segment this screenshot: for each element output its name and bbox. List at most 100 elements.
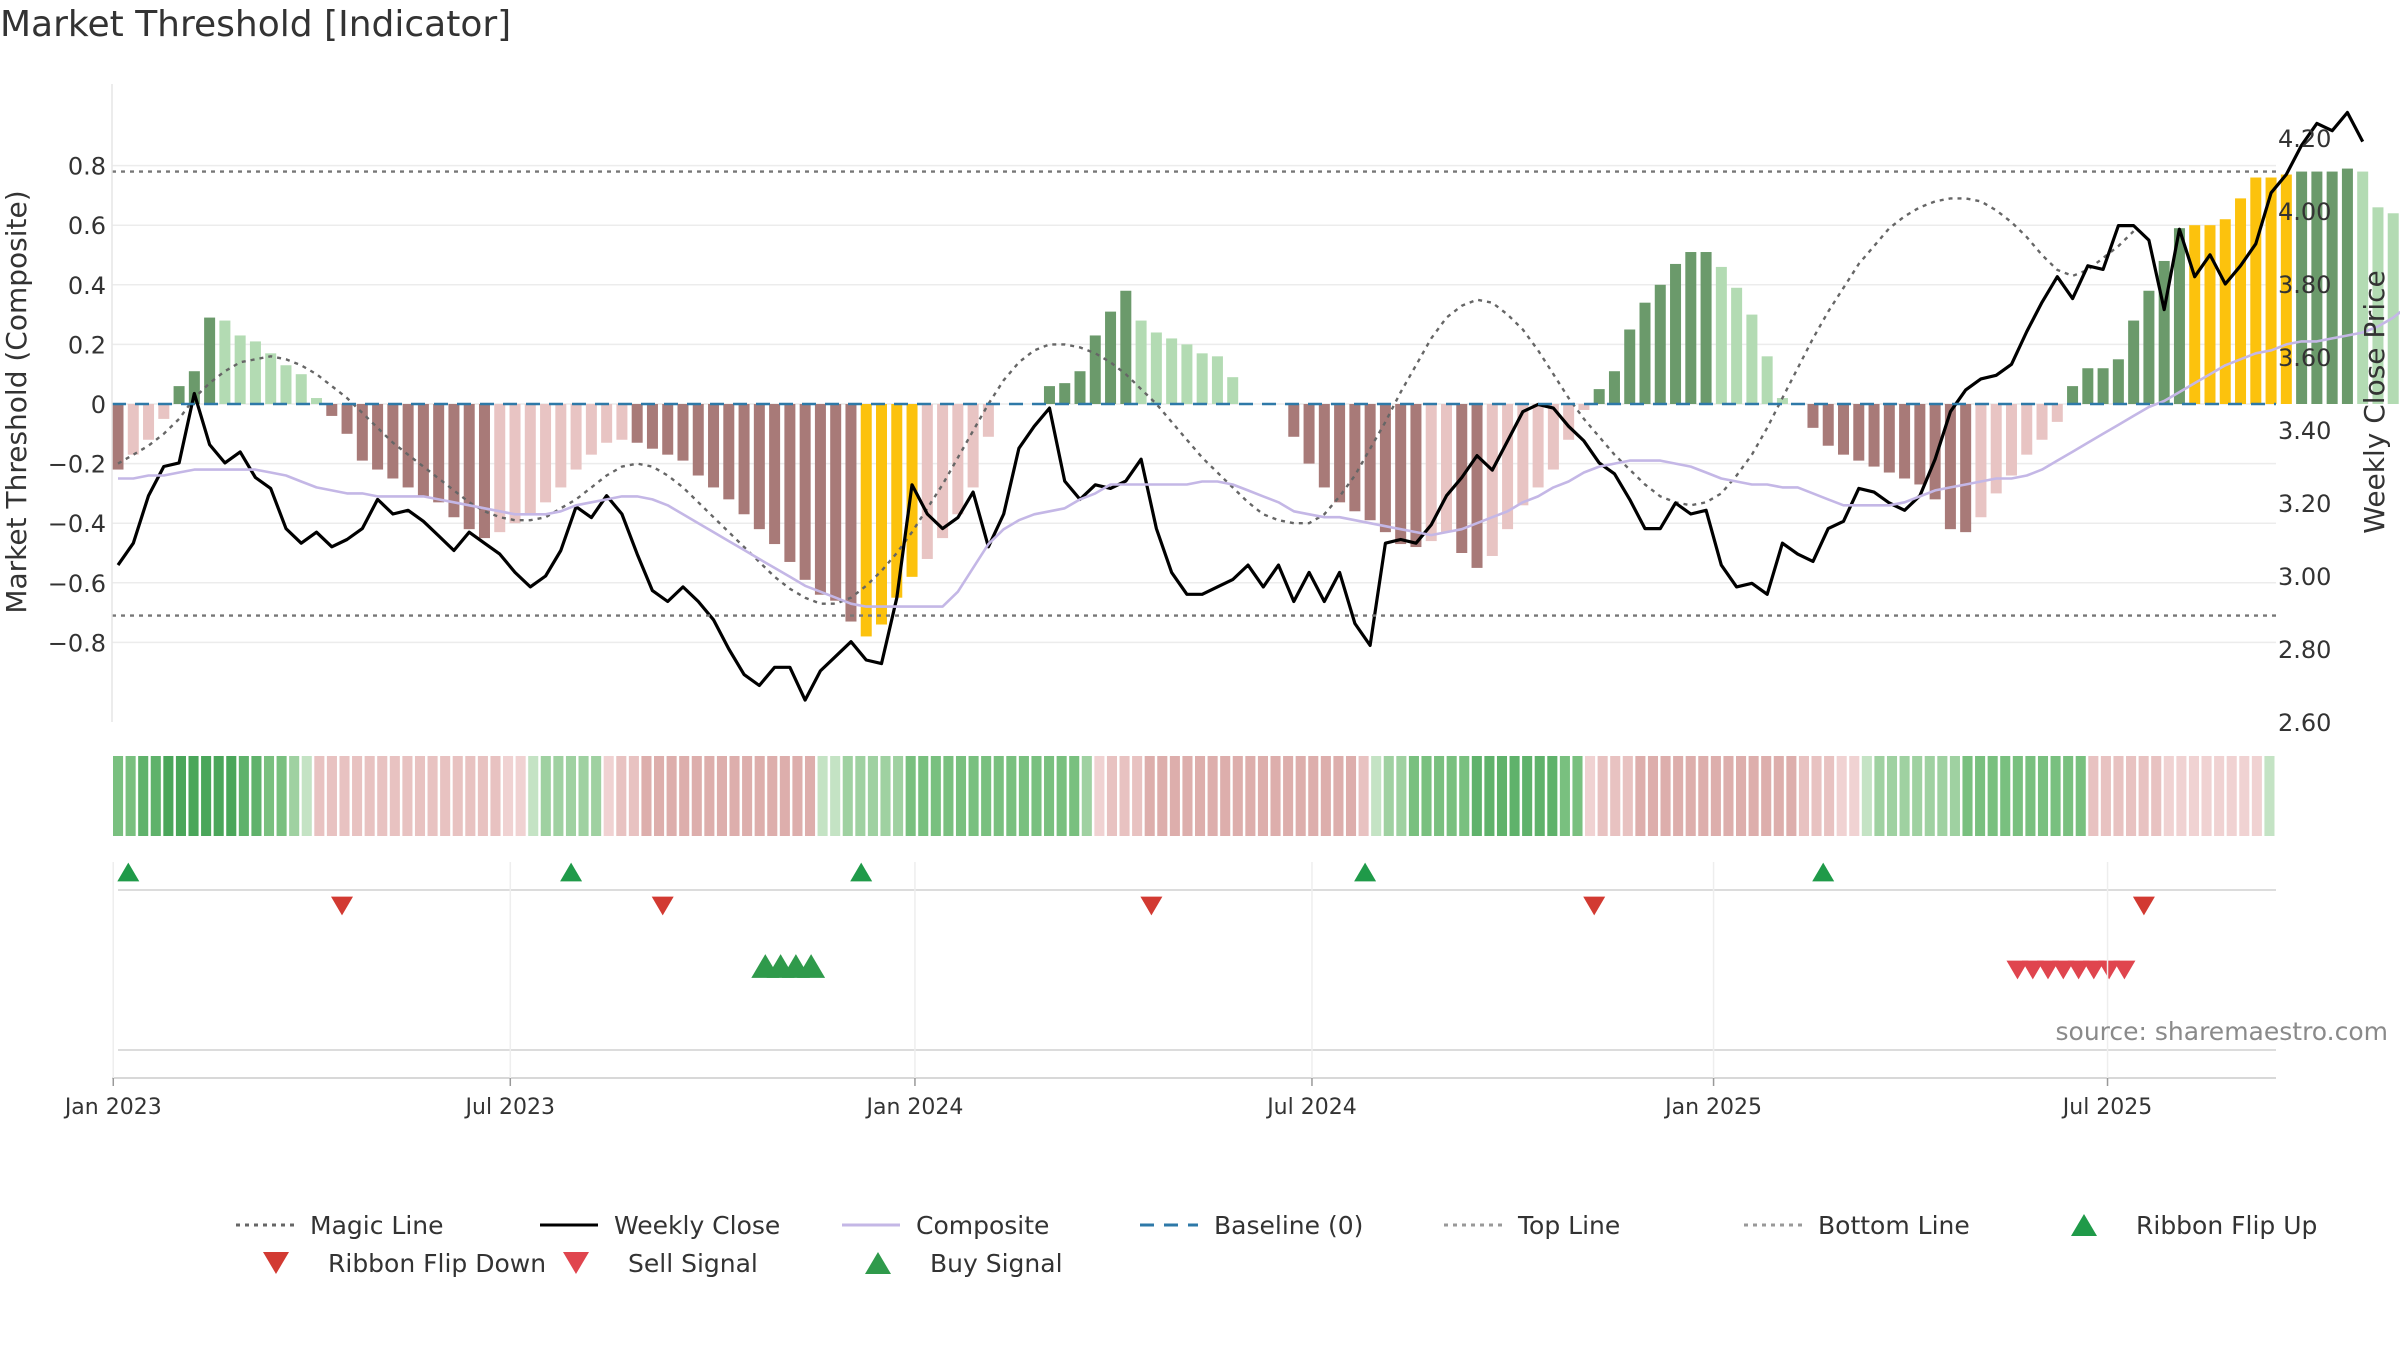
composite-bar <box>143 404 155 440</box>
legend-label: Composite <box>916 1211 1049 1240</box>
y2-tick-label: 4.00 <box>2278 198 2331 226</box>
composite-bar <box>891 404 903 598</box>
composite-bar <box>173 386 185 404</box>
composite-bar <box>1822 404 1834 446</box>
ribbon-flip-up-marker <box>1354 862 1377 882</box>
composite-bar <box>2357 171 2369 404</box>
composite-bar <box>1838 404 1850 455</box>
ribbon-cell <box>263 756 275 836</box>
ribbon-cell <box>301 756 312 836</box>
composite-bar <box>1318 404 1330 488</box>
y-tick-label: −0.2 <box>48 451 106 479</box>
ribbon-cell <box>2239 756 2250 836</box>
ribbon-cell <box>1937 756 1948 836</box>
legend-item-ribbon-flip-up: Ribbon Flip Up <box>2071 1211 2317 1240</box>
y-tick-label: 0 <box>91 391 106 419</box>
ribbon-cell <box>1056 756 1067 836</box>
left-axis-title: Market Threshold (Composite) <box>0 190 33 613</box>
ribbon-cell <box>767 756 778 836</box>
ribbon-cell <box>792 756 803 836</box>
ribbon-cell <box>1446 756 1457 836</box>
ribbon-cell <box>729 756 740 836</box>
composite-bar <box>372 404 384 470</box>
grid-layer <box>112 164 2276 644</box>
ribbon-cell <box>175 756 186 836</box>
ribbon-cell <box>1018 756 1029 836</box>
composite-bar <box>433 404 445 503</box>
composite-bar <box>2143 290 2155 404</box>
ribbon-cell <box>1132 756 1143 836</box>
ribbon-cell <box>1736 756 1747 836</box>
ribbon-cell <box>716 756 727 836</box>
ribbon-cell <box>402 756 413 836</box>
composite-bar <box>158 404 170 419</box>
ribbon-cell <box>1144 756 1155 836</box>
y2-tick-label: 2.80 <box>2278 636 2331 664</box>
ribbon-cell <box>553 756 564 836</box>
ribbon-cell <box>1622 756 1633 836</box>
composite-bar <box>1899 404 1911 479</box>
sell-signal-marker <box>2052 960 2075 980</box>
composite-bar <box>1043 386 1055 404</box>
ribbon-cell <box>238 756 249 836</box>
ribbon-cell <box>2226 756 2237 836</box>
ribbon-cell <box>1673 756 1684 836</box>
composite-bar <box>1868 404 1880 467</box>
composite-bar <box>1746 314 1758 404</box>
ribbon-cell <box>804 756 816 836</box>
composite-bar <box>2296 171 2308 404</box>
ribbon-cell <box>251 756 262 836</box>
y2-tick-label: 3.20 <box>2278 490 2331 518</box>
ribbon-cell <box>1610 756 1621 836</box>
ribbon-cell <box>213 756 224 836</box>
composite-bar <box>1288 404 1300 437</box>
legend-label: Weekly Close <box>614 1211 780 1240</box>
ribbon-cell <box>1119 756 1130 836</box>
composite-bar <box>1593 389 1605 404</box>
series-magic-line <box>117 197 2135 605</box>
composite-bar <box>1395 404 1407 545</box>
composite-bar <box>2173 228 2185 404</box>
ribbon-cell <box>779 756 790 836</box>
ribbon-cell <box>2037 756 2049 836</box>
ribbon-cell <box>1685 756 1696 836</box>
composite-bar <box>1120 290 1132 404</box>
ribbon-cell <box>993 756 1004 836</box>
ribbon-cell <box>1761 756 1772 836</box>
composite-bar <box>1776 398 1788 404</box>
ribbon-cell <box>1220 756 1231 836</box>
composite-bar <box>540 404 552 503</box>
ribbon-cell <box>1522 756 1533 836</box>
composite-bar <box>249 341 261 404</box>
ribbon-cell <box>943 756 954 836</box>
ribbon-cell <box>440 756 451 836</box>
legend-label: Buy Signal <box>930 1249 1063 1278</box>
composite-bar <box>1105 311 1117 404</box>
ribbon-cell <box>503 756 514 836</box>
composite-bar <box>1440 404 1452 533</box>
ribbon-cell <box>201 756 212 836</box>
y-tick-label: −0.6 <box>48 570 106 598</box>
composite-bar <box>1990 404 2002 494</box>
composite-bar <box>753 404 765 530</box>
ribbon-cell <box>2126 756 2137 836</box>
ribbon-cell <box>339 756 350 836</box>
composite-bar <box>509 404 521 524</box>
ribbon-flip-down-marker <box>331 896 353 916</box>
y-tick-label: 0.8 <box>68 153 106 181</box>
composite-bar <box>967 404 979 488</box>
y-tick-label: 0.6 <box>68 212 106 240</box>
composite-bar <box>2219 219 2231 404</box>
ribbon-cell <box>918 756 929 836</box>
ribbon-cell <box>1044 756 1055 836</box>
ribbon-cell <box>981 756 992 836</box>
ribbon-cell <box>490 756 501 836</box>
composite-bar <box>188 371 200 404</box>
composite-bar <box>1807 404 1819 428</box>
ribbon-cell <box>1899 756 1910 836</box>
composite-bar <box>708 404 720 488</box>
ribbon-cell <box>654 756 665 836</box>
ribbon-cell <box>163 756 174 836</box>
ribbon-cell <box>893 756 904 836</box>
composite-bar <box>1654 284 1666 404</box>
